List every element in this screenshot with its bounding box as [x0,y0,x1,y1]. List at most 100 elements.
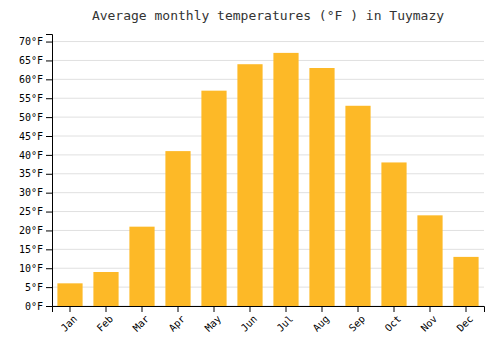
bar [345,106,370,306]
y-tick: 15°F [19,244,52,255]
y-tick: 30°F [19,187,52,198]
x-tick-label: Nov [419,313,440,334]
y-tick-mark [46,306,52,307]
x-tick: Mar [131,306,152,334]
title: Average monthly temperatures (°F ) in Tu… [92,8,444,23]
y-tick: 5°F [25,282,52,293]
y-tick-label: 0°F [25,301,43,312]
y-tick-label: 25°F [19,206,43,217]
bar [381,162,406,306]
x-tick-mark [286,306,287,312]
y-tick-label: 65°F [19,55,43,66]
x-tick: Sep [347,306,368,334]
x-tick-label: May [203,313,224,334]
grid-line [52,154,484,155]
y-tick-label: 50°F [19,112,43,123]
x-tick: Aug [311,306,332,334]
bar [129,227,154,306]
y-tick-label: 60°F [19,74,43,85]
y-tick-mark [46,174,52,175]
y-tick-label: 10°F [19,263,43,274]
y-tick: 60°F [19,74,52,85]
bar [201,91,226,306]
grid-line [52,211,484,212]
x-tick-label: Jul [275,313,296,334]
y-tick-label: 35°F [19,168,43,179]
x-tick: Jan [59,306,80,334]
bar [57,283,82,306]
x-tick: Nov [419,306,440,334]
x-tick-label: Jun [239,313,260,334]
x-tick-label: Apr [167,313,188,334]
x-tick: Jun [239,306,260,334]
y-tick-mark [46,230,52,231]
y-tick-label: 55°F [19,93,43,104]
x-tick-mark [178,306,179,312]
y-tick: 50°F [19,112,52,123]
bar [165,151,190,306]
plot: 0°F 5°F 10°F 15°F 20°F 25°F 30°F 35°F 40°F 45°F 50… [19,35,485,334]
x-axis-line [53,307,485,313]
x-tick-mark [358,306,359,312]
x-tick: Oct [383,306,404,334]
y-tick: 20°F [19,225,52,236]
y-tick: 0°F [25,301,52,312]
bar [273,53,298,306]
bar [237,64,262,306]
y-tick: 65°F [19,55,52,66]
y-tick-mark [46,136,52,137]
x-tick: Feb [95,306,116,334]
grid-line [52,79,484,80]
y-tick-label: 15°F [19,244,43,255]
y-tick-mark [46,60,52,61]
y-tick-label: 5°F [25,282,43,293]
y-tick-label: 45°F [19,131,43,142]
x-tick-label: Dec [455,313,476,334]
x-tick-label: Mar [131,313,152,334]
y-tick-mark [46,268,52,269]
bars [57,53,478,306]
y-tick-mark [46,249,52,250]
x-tick-mark [250,306,251,312]
y-tick-mark [46,155,52,156]
y-tick: 70°F [19,36,52,47]
y-tick: 55°F [19,93,52,104]
x-tick-label: Jan [59,313,80,334]
y-tick-mark [46,287,52,288]
grid-line [52,117,484,118]
grid [52,42,484,306]
x-tick-mark [214,306,215,312]
grid-line [52,41,484,42]
y-tick-label: 70°F [19,36,43,47]
y-axis-line [46,35,53,307]
x-tick: Dec [455,306,476,334]
y-tick-label: 20°F [19,225,43,236]
y-tick-mark [46,79,52,80]
y-tick: 35°F [19,168,52,179]
x-tick: May [203,306,224,334]
y-axis: 0°F 5°F 10°F 15°F 20°F 25°F 30°F 35°F 40°F 45°F 50… [19,35,53,312]
y-tick: 40°F [19,150,52,161]
grid-line [52,173,484,174]
y-tick-mark [46,117,52,118]
x-tick-mark [394,306,395,312]
x-tick: Apr [167,306,188,334]
y-tick: 10°F [19,263,52,274]
grid-line [52,136,484,137]
x-tick-label: Aug [311,313,332,334]
grid-line [52,192,484,193]
y-tick-mark [46,193,52,194]
y-tick-label: 30°F [19,187,43,198]
grid-line [52,60,484,61]
y-tick-mark [46,98,52,99]
y-tick: 25°F [19,206,52,217]
y-tick-mark [46,212,52,213]
x-tick-mark [322,306,323,312]
bar [417,215,442,306]
x-tick-mark [430,306,431,312]
bar [453,257,478,306]
x-tick-mark [142,306,143,312]
grid-line [52,98,484,99]
x-tick-mark [466,306,467,312]
y-tick-label: 40°F [19,150,43,161]
